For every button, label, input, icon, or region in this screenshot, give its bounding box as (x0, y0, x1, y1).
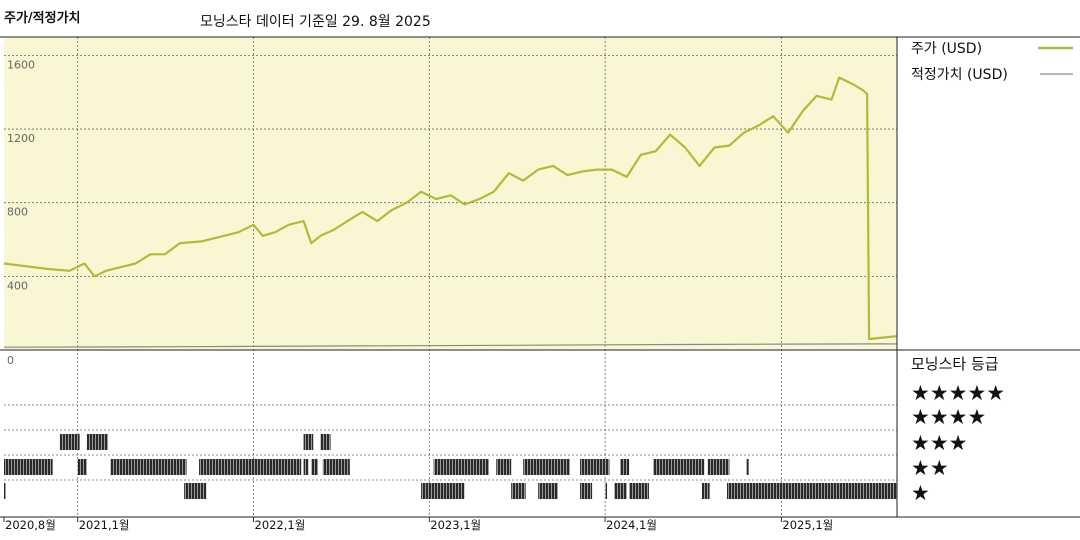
y-axis-ticks: 400 800 1200 1600 0 (7, 58, 35, 367)
x-axis-ticks: 2020,8월 2021,1월 2022,1월 2023,1월 2024,1월 2025,… (3, 517, 833, 532)
rating-band-1-star (580, 483, 593, 499)
y-tick-label: 1600 (7, 58, 35, 71)
rating-band-1-star (511, 483, 526, 499)
rating-band-2-star (199, 459, 302, 475)
x-tick-label: 2024,1월 (606, 518, 657, 532)
rating-band-2-star (311, 459, 319, 475)
rating-band-1-star (538, 483, 558, 499)
rating-4-stars: ★★★★ (911, 405, 986, 429)
series-layer (3, 76, 898, 348)
rating-2-stars: ★★ (911, 456, 949, 480)
star-rating-bands (4, 434, 897, 499)
x-tick-label: 2023,1월 (430, 518, 481, 532)
price-plot-background (4, 37, 897, 350)
rating-band-2-star (620, 459, 630, 475)
rating-band-2-star (110, 459, 187, 475)
x-tick-label: 2020,8월 (5, 518, 56, 532)
rating-band-1-star (605, 483, 608, 499)
rating-band-2-star (523, 459, 570, 475)
rating-band-1-star (629, 483, 649, 499)
rating-band-3-star (320, 434, 331, 450)
chart-frame (0, 36, 1080, 518)
rating-band-2-star (433, 459, 490, 475)
rating-band-1-star (421, 483, 465, 499)
rating-band-2-star (322, 459, 350, 475)
y-tick-label-zero: 0 (7, 354, 14, 367)
rating-band-1-star (726, 483, 897, 499)
rating-band-2-star (77, 459, 87, 475)
legend: 주가 (USD) 적정가치 (USD) (911, 41, 1073, 83)
rating-band-1-star (184, 483, 207, 499)
rating-3-stars: ★★★ (911, 431, 967, 455)
rating-band-3-star (86, 434, 109, 450)
rating-band-2-star (746, 459, 749, 475)
rating-band-3-star (303, 434, 314, 450)
data-date-subtitle: 모닝스타 데이터 기준일 29. 8월 2025 (200, 14, 431, 30)
y-tick-label: 1200 (7, 132, 35, 145)
rating-band-1-star (4, 483, 6, 499)
grid-lines (4, 37, 897, 517)
rating-band-2-star (653, 459, 705, 475)
rating-band-2-star (707, 459, 730, 475)
y-tick-label: 400 (7, 279, 28, 292)
rating-panel: 모닝스타 등급 ★★★★★ ★★★★ ★★★ ★★ ★ (911, 355, 1005, 505)
legend-label-fair-value: 적정가치 (USD) (911, 67, 1008, 83)
rating-band-2-star (496, 459, 512, 475)
rating-5-stars: ★★★★★ (911, 381, 1005, 405)
rating-band-1-star (614, 483, 627, 499)
rating-band-2-star (580, 459, 610, 475)
series-line-price (3, 76, 898, 341)
rating-panel-title: 모닝스타 등급 (911, 355, 999, 373)
x-tick-label: 2021,1월 (79, 518, 130, 532)
x-tick-label: 2022,1월 (255, 518, 306, 532)
rating-band-2-star (303, 459, 309, 475)
rating-band-1-star (701, 483, 710, 499)
rating-1-star: ★ (911, 481, 930, 505)
chart-title: 주가/적정가치 (4, 11, 81, 26)
y-tick-label: 800 (7, 206, 28, 219)
series-line-fair-value (3, 343, 898, 348)
legend-label-price: 주가 (USD) (911, 41, 982, 57)
rating-band-2-star (4, 459, 53, 475)
x-tick-label: 2025,1월 (782, 518, 833, 532)
rating-band-3-star (59, 434, 80, 450)
